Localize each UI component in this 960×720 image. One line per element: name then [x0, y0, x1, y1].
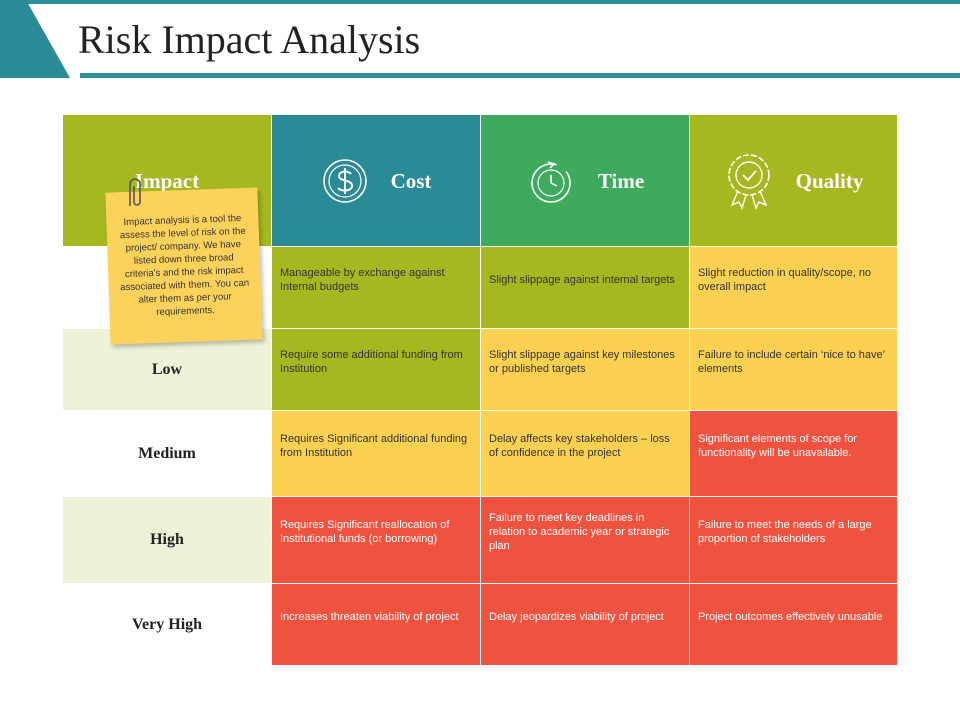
table-cell: Slight slippage against key milestones o…: [481, 329, 689, 410]
table-cell: Requires Significant reallocation of Ins…: [272, 497, 480, 583]
column-header: Cost: [272, 115, 480, 246]
decoration: [0, 0, 960, 78]
table-cell: Slight slippage against internal targets: [481, 247, 689, 328]
table-cell: Failure to meet key deadlines in relatio…: [481, 497, 689, 583]
table-cell: Failure to meet the needs of a large pro…: [690, 497, 897, 583]
table-cell: Delay affects key stakeholders – loss of…: [481, 411, 689, 496]
table-cell: Failure to include certain ‘nice to have…: [690, 329, 897, 410]
table-cell: Delay jeopardizes viability of project: [481, 584, 689, 665]
badge-icon: [727, 153, 770, 210]
column-header: Quality: [690, 115, 897, 246]
table-cell: Require some additional funding from Ins…: [272, 329, 480, 410]
table-cell: Project outcomes effectively unusable: [690, 584, 897, 665]
table-cell: Slight reduction in quality/scope, no ov…: [690, 247, 897, 328]
paperclip-icon: [129, 178, 141, 206]
column-header: Time: [481, 115, 689, 246]
dollar-icon: [322, 158, 367, 203]
row-label: High: [63, 497, 271, 583]
table-cell: Requires Significant additional funding …: [272, 411, 480, 496]
table-cell: Manageable by exchange against Internal …: [272, 247, 480, 328]
clock-icon: [531, 160, 571, 203]
row-label: Very High: [63, 584, 271, 665]
row-label: Medium: [63, 411, 271, 496]
title: Risk Impact Analysis: [78, 17, 421, 62]
table-cell: Increases threaten viability of project: [272, 584, 480, 665]
table-cell: Significant elements of scope for functi…: [690, 411, 897, 496]
